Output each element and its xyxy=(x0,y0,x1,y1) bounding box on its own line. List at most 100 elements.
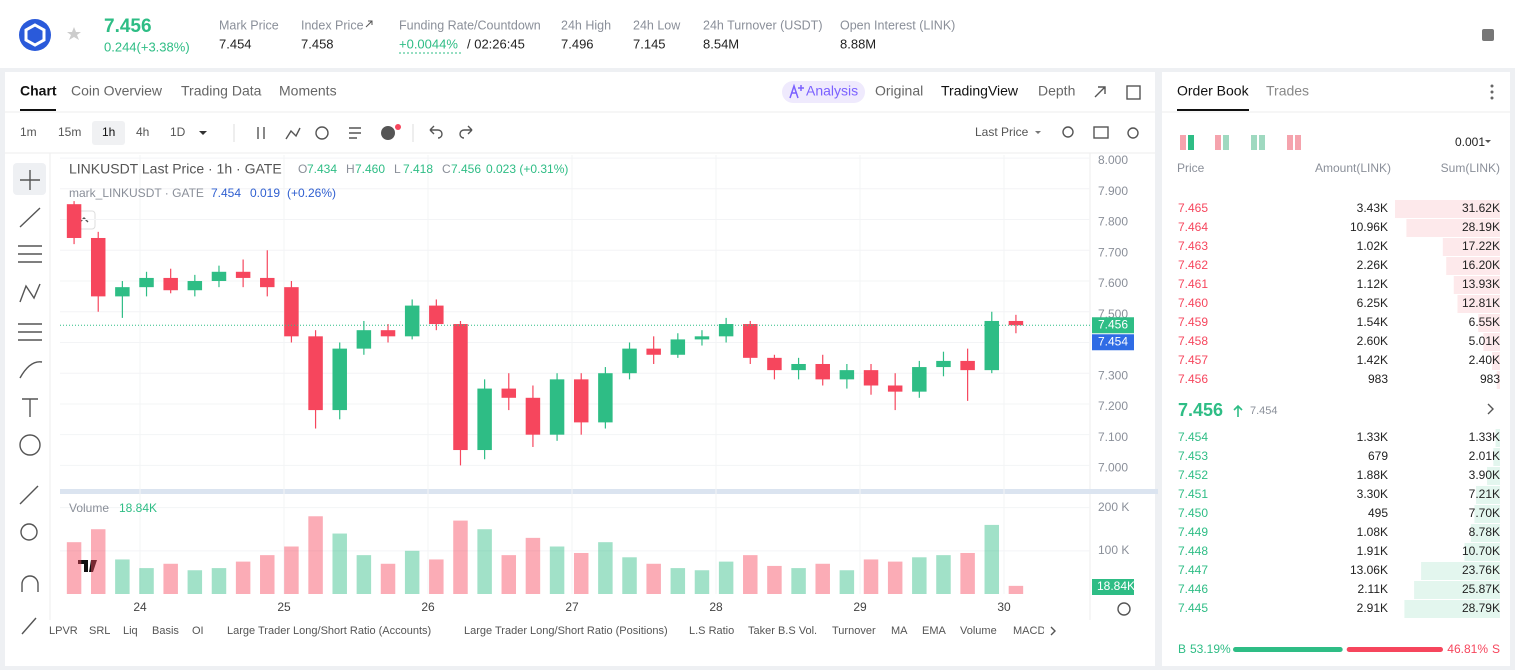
text-tool[interactable] xyxy=(22,398,38,417)
dropdown-arrow[interactable] xyxy=(1035,131,1041,134)
book-price[interactable]: 7.459 xyxy=(1178,315,1208,329)
axis-settings-icon[interactable] xyxy=(1117,602,1131,616)
line-tool[interactable] xyxy=(19,207,41,228)
book-price[interactable]: 7.453 xyxy=(1178,449,1208,463)
book-amount: 679 xyxy=(1368,449,1388,463)
collapse-arrow[interactable] xyxy=(79,217,89,223)
indicator[interactable]: Liq xyxy=(123,625,138,637)
book-price[interactable]: 7.450 xyxy=(1178,506,1208,520)
settings-icon[interactable] xyxy=(1127,127,1139,139)
view-tab[interactable]: Depth xyxy=(1038,83,1075,99)
indicator[interactable]: MA xyxy=(891,625,908,637)
refresh-icon[interactable] xyxy=(315,126,329,140)
indicator[interactable]: Volume xyxy=(960,625,997,637)
book-price[interactable]: 7.456 xyxy=(1178,372,1208,386)
book-price[interactable]: 7.454 xyxy=(1178,430,1208,444)
candle-type-icon[interactable] xyxy=(257,127,265,139)
book-price[interactable]: 7.449 xyxy=(1178,525,1208,539)
view-mode-icon[interactable] xyxy=(1251,135,1257,150)
book-price[interactable]: 7.448 xyxy=(1178,544,1208,558)
book-price[interactable]: 7.461 xyxy=(1178,277,1208,291)
interval[interactable]: 15m xyxy=(58,125,81,139)
pattern-tool[interactable] xyxy=(19,283,41,303)
ruler-tool[interactable] xyxy=(19,485,39,505)
legend-key: O xyxy=(298,162,307,176)
indicator[interactable]: LPVR xyxy=(49,625,78,637)
candle-body xyxy=(139,277,154,288)
view-tab[interactable]: TradingView xyxy=(941,83,1019,99)
indicator[interactable]: Large Trader Long/Short Ratio (Accounts) xyxy=(227,625,431,637)
indicator[interactable]: EMA xyxy=(922,625,947,637)
fib-tool[interactable] xyxy=(18,323,42,341)
book-price[interactable]: 7.462 xyxy=(1178,258,1208,272)
zoom-tool[interactable] xyxy=(20,523,38,541)
book-price[interactable]: 7.463 xyxy=(1178,239,1208,253)
pencil-tool[interactable] xyxy=(21,617,37,635)
view-mode-icon[interactable] xyxy=(1180,135,1186,150)
redo-icon[interactable] xyxy=(459,125,473,139)
search-icon[interactable] xyxy=(1062,126,1074,138)
book-tab[interactable]: Trades xyxy=(1266,83,1309,99)
layout-icon[interactable] xyxy=(1482,29,1494,41)
crosshair-tool[interactable] xyxy=(20,170,40,190)
view-mode-icon[interactable] xyxy=(1287,135,1293,150)
interval[interactable]: 1D xyxy=(170,125,186,139)
channel-tool[interactable] xyxy=(18,245,42,263)
emoji-tool[interactable] xyxy=(19,434,41,456)
chart-tab[interactable]: Moments xyxy=(279,83,337,99)
candle-body xyxy=(477,388,492,451)
interval[interactable]: 1h xyxy=(102,125,115,139)
interval[interactable]: 4h xyxy=(136,125,149,139)
precision-select[interactable]: 0.001 xyxy=(1455,135,1485,149)
book-price[interactable]: 7.458 xyxy=(1178,334,1208,348)
external-link-icon[interactable] xyxy=(365,20,373,28)
favorite-star[interactable] xyxy=(67,27,81,40)
volume-bar xyxy=(477,529,492,594)
book-price[interactable]: 7.452 xyxy=(1178,468,1208,482)
book-price[interactable]: 7.460 xyxy=(1178,296,1208,310)
volume-bar xyxy=(743,555,758,594)
book-price[interactable]: 7.464 xyxy=(1178,220,1208,234)
indicator[interactable]: Taker B.S Vol. xyxy=(748,625,817,637)
magnet-tool[interactable] xyxy=(21,575,39,592)
candle-body xyxy=(598,373,613,423)
indicator[interactable]: MACD xyxy=(1013,625,1045,637)
book-price[interactable]: 7.446 xyxy=(1178,582,1208,596)
price-type-select[interactable]: Last Price xyxy=(975,125,1029,139)
chart-tab[interactable]: Coin Overview xyxy=(71,83,163,99)
chart-tab[interactable]: Chart xyxy=(20,83,57,99)
volume-legend-value: 18.84K xyxy=(119,501,157,515)
chart-tab[interactable]: Trading Data xyxy=(181,83,262,99)
fullscreen-icon[interactable] xyxy=(1094,86,1106,98)
screenshot-icon[interactable] xyxy=(1093,126,1109,139)
indicator[interactable]: Basis xyxy=(152,625,179,637)
indicator[interactable]: Large Trader Long/Short Ratio (Positions… xyxy=(464,625,668,637)
indicator[interactable]: Turnover xyxy=(832,625,876,637)
window-icon[interactable] xyxy=(1126,85,1141,100)
book-price[interactable]: 7.445 xyxy=(1178,601,1208,615)
dropdown-arrow[interactable] xyxy=(199,131,207,135)
template-icon[interactable] xyxy=(349,127,361,139)
book-price[interactable]: 7.465 xyxy=(1178,201,1208,215)
x-tick-label: 29 xyxy=(853,600,867,614)
brush-tool[interactable] xyxy=(19,361,43,379)
analysis-button[interactable]: Analysis xyxy=(806,83,858,99)
undo-icon[interactable] xyxy=(429,125,443,139)
indicator-scroll[interactable] xyxy=(1050,626,1056,636)
book-price[interactable]: 7.447 xyxy=(1178,563,1208,577)
expand-arrow[interactable] xyxy=(1487,403,1494,415)
indicator[interactable]: OI xyxy=(192,625,204,637)
analysis-pill[interactable] xyxy=(782,81,865,103)
indicator[interactable]: SRL xyxy=(89,625,110,637)
volume-bar xyxy=(332,533,347,594)
book-price[interactable]: 7.451 xyxy=(1178,487,1208,501)
book-tab[interactable]: Order Book xyxy=(1177,83,1250,99)
interval[interactable]: 1m xyxy=(20,125,37,139)
add-icon[interactable] xyxy=(381,126,395,140)
dropdown-arrow[interactable] xyxy=(1485,140,1491,143)
indicator-icon[interactable] xyxy=(285,127,301,140)
view-tab[interactable]: Original xyxy=(875,83,923,99)
indicator[interactable]: L.S Ratio xyxy=(689,625,734,637)
book-price[interactable]: 7.457 xyxy=(1178,353,1208,367)
view-mode-icon[interactable] xyxy=(1215,135,1221,150)
